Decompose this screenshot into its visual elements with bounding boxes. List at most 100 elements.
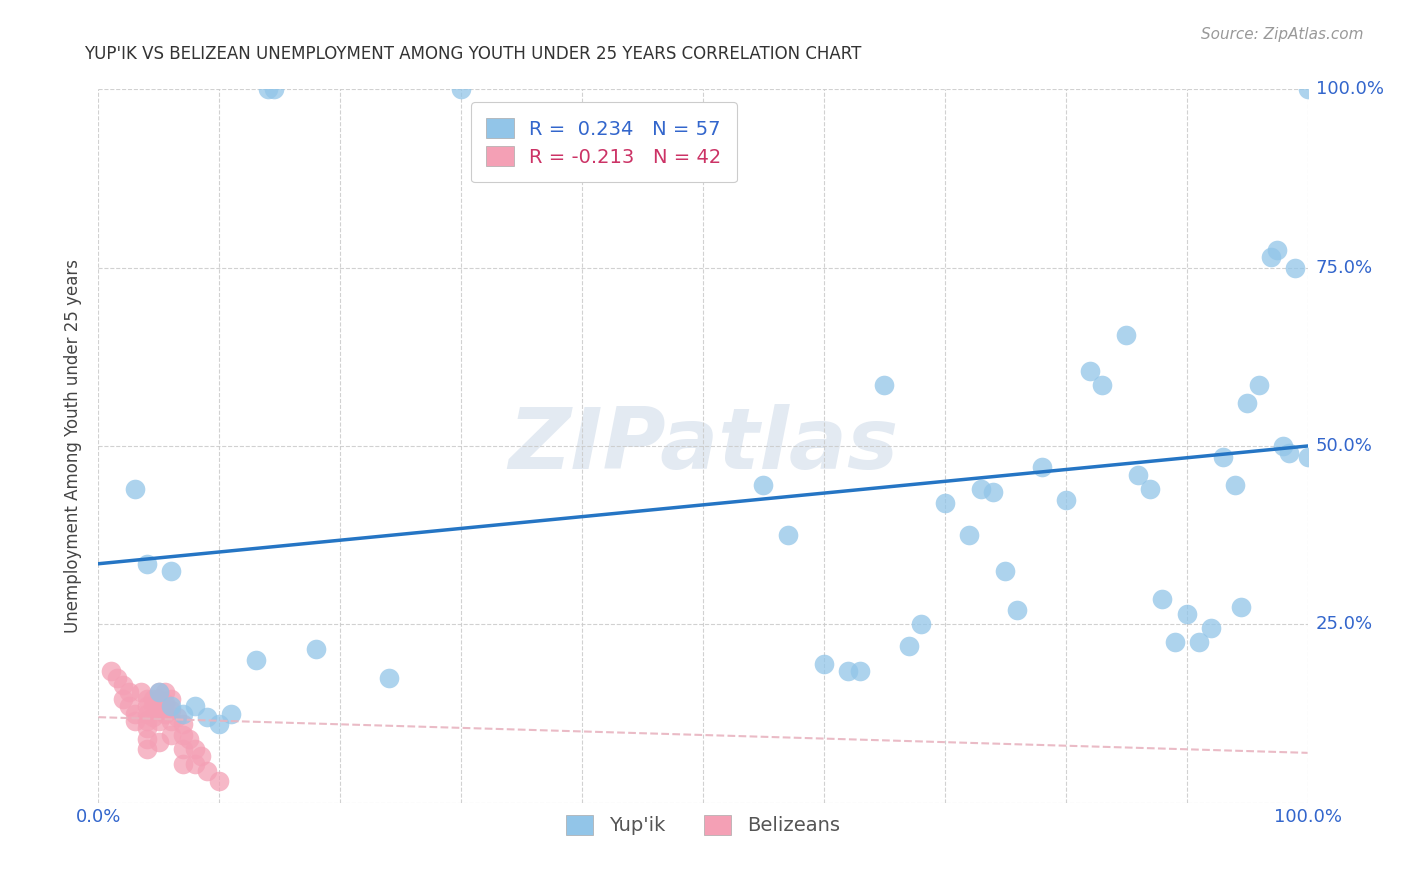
Point bbox=[450, 82, 472, 96]
Point bbox=[208, 717, 231, 731]
Point bbox=[970, 482, 993, 496]
Point bbox=[111, 678, 134, 692]
Point bbox=[172, 706, 194, 721]
Point bbox=[1278, 446, 1301, 460]
Point bbox=[1260, 250, 1282, 264]
Point bbox=[135, 731, 157, 746]
Point bbox=[1236, 396, 1258, 410]
Point bbox=[148, 692, 170, 706]
Point bbox=[148, 685, 170, 699]
Point bbox=[118, 685, 141, 699]
Point bbox=[153, 696, 176, 710]
Point bbox=[1152, 592, 1174, 607]
Point bbox=[184, 699, 207, 714]
Point bbox=[148, 685, 170, 699]
Point bbox=[263, 82, 285, 96]
Point bbox=[1091, 378, 1114, 392]
Point bbox=[1223, 478, 1246, 492]
Point bbox=[1296, 450, 1319, 464]
Point bbox=[245, 653, 267, 667]
Point bbox=[105, 671, 128, 685]
Point bbox=[1267, 243, 1289, 257]
Point bbox=[160, 714, 183, 728]
Text: 50.0%: 50.0% bbox=[1316, 437, 1372, 455]
Text: ZIPatlas: ZIPatlas bbox=[508, 404, 898, 488]
Point bbox=[124, 706, 146, 721]
Point bbox=[1054, 492, 1077, 507]
Point bbox=[897, 639, 920, 653]
Point bbox=[142, 699, 165, 714]
Point bbox=[148, 735, 170, 749]
Point bbox=[190, 749, 212, 764]
Point bbox=[1175, 607, 1198, 621]
Point bbox=[849, 664, 872, 678]
Point bbox=[160, 699, 183, 714]
Point bbox=[111, 692, 134, 706]
Point bbox=[166, 710, 188, 724]
Point bbox=[377, 671, 399, 685]
Y-axis label: Unemployment Among Youth under 25 years: Unemployment Among Youth under 25 years bbox=[65, 259, 83, 633]
Point bbox=[184, 742, 207, 756]
Point bbox=[776, 528, 799, 542]
Point bbox=[179, 731, 201, 746]
Point bbox=[752, 478, 775, 492]
Point bbox=[153, 685, 176, 699]
Point bbox=[1284, 260, 1306, 275]
Point bbox=[124, 714, 146, 728]
Point bbox=[160, 564, 183, 578]
Point bbox=[837, 664, 859, 678]
Point bbox=[160, 728, 183, 742]
Point bbox=[208, 774, 231, 789]
Point bbox=[135, 692, 157, 706]
Legend: Yup'ik, Belizeans: Yup'ik, Belizeans bbox=[558, 807, 848, 843]
Point bbox=[172, 728, 194, 742]
Point bbox=[184, 756, 207, 771]
Point bbox=[135, 742, 157, 756]
Point bbox=[1249, 378, 1271, 392]
Point bbox=[172, 742, 194, 756]
Text: Source: ZipAtlas.com: Source: ZipAtlas.com bbox=[1201, 27, 1364, 42]
Point bbox=[1188, 635, 1211, 649]
Point bbox=[221, 706, 243, 721]
Point bbox=[1078, 364, 1101, 378]
Point bbox=[910, 617, 932, 632]
Point bbox=[160, 703, 183, 717]
Point bbox=[135, 699, 157, 714]
Point bbox=[142, 692, 165, 706]
Point bbox=[1212, 450, 1234, 464]
Point bbox=[142, 710, 165, 724]
Point bbox=[934, 496, 956, 510]
Point bbox=[1163, 635, 1185, 649]
Text: 100.0%: 100.0% bbox=[1316, 80, 1384, 98]
Point bbox=[148, 703, 170, 717]
Point bbox=[981, 485, 1004, 500]
Point bbox=[1230, 599, 1253, 614]
Point bbox=[160, 692, 183, 706]
Text: 25.0%: 25.0% bbox=[1316, 615, 1374, 633]
Point bbox=[256, 82, 278, 96]
Point bbox=[813, 657, 835, 671]
Point bbox=[1296, 82, 1319, 96]
Point bbox=[957, 528, 980, 542]
Point bbox=[195, 710, 218, 724]
Point bbox=[172, 717, 194, 731]
Text: YUP'IK VS BELIZEAN UNEMPLOYMENT AMONG YOUTH UNDER 25 YEARS CORRELATION CHART: YUP'IK VS BELIZEAN UNEMPLOYMENT AMONG YO… bbox=[84, 45, 862, 62]
Point bbox=[195, 764, 218, 778]
Point bbox=[135, 706, 157, 721]
Point bbox=[1115, 328, 1137, 343]
Point bbox=[135, 714, 157, 728]
Point bbox=[1031, 460, 1053, 475]
Point bbox=[118, 699, 141, 714]
Point bbox=[1128, 467, 1150, 482]
Point bbox=[305, 642, 328, 657]
Point bbox=[135, 721, 157, 735]
Point bbox=[135, 557, 157, 571]
Point bbox=[994, 564, 1017, 578]
Point bbox=[148, 714, 170, 728]
Point bbox=[129, 685, 152, 699]
Point bbox=[100, 664, 122, 678]
Point bbox=[172, 756, 194, 771]
Point bbox=[124, 482, 146, 496]
Point bbox=[153, 706, 176, 721]
Point bbox=[1007, 603, 1029, 617]
